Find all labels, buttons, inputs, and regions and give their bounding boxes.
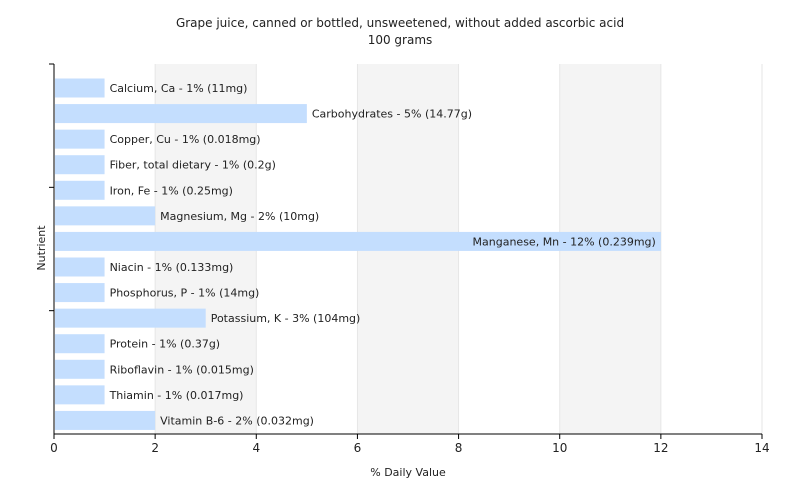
bar bbox=[55, 206, 156, 226]
bar bbox=[55, 129, 105, 149]
bars: Calcium, Ca - 1% (11mg) Carbohydrates - 5… bbox=[55, 78, 661, 430]
x-tick-label: 6 bbox=[354, 441, 362, 455]
bar bbox=[55, 78, 105, 98]
chart-subtitle: 100 grams bbox=[368, 33, 433, 47]
bar-data-label: Calcium, Ca - 1% (11mg) bbox=[110, 82, 248, 95]
x-tick-label: 8 bbox=[455, 441, 463, 455]
bar-data-label: Protein - 1% (0.37g) bbox=[110, 338, 221, 351]
bar-data-label: Phosphorus, P - 1% (14mg) bbox=[110, 287, 260, 300]
bar-data-label: Riboflavin - 1% (0.015mg) bbox=[110, 363, 254, 376]
bar-data-label: Copper, Cu - 1% (0.018mg) bbox=[110, 133, 261, 146]
bar-data-label: Fiber, total dietary - 1% (0.2g) bbox=[110, 159, 276, 172]
y-axis-label: Nutrient bbox=[35, 225, 48, 271]
bar bbox=[55, 308, 206, 328]
plot-band bbox=[660, 64, 762, 434]
x-tick-label: 12 bbox=[653, 441, 668, 455]
bar-data-label: Thiamin - 1% (0.017mg) bbox=[109, 389, 244, 402]
x-tick-label: 2 bbox=[151, 441, 159, 455]
bar bbox=[55, 410, 156, 430]
bar-data-label: Magnesium, Mg - 2% (10mg) bbox=[160, 210, 319, 223]
x-axis-ticks: 0 2 4 6 8 10 12 14 bbox=[50, 434, 770, 455]
bar-data-label: Niacin - 1% (0.133mg) bbox=[110, 261, 234, 274]
bar bbox=[55, 283, 105, 303]
x-tick-label: 10 bbox=[552, 441, 567, 455]
x-axis-label: % Daily Value bbox=[370, 466, 446, 479]
bar bbox=[55, 155, 105, 175]
bar bbox=[55, 104, 307, 124]
x-tick-label: 0 bbox=[50, 441, 58, 455]
bar-data-label: Carbohydrates - 5% (14.77g) bbox=[312, 108, 472, 121]
bar bbox=[55, 180, 105, 200]
x-tick-label: 4 bbox=[252, 441, 260, 455]
axes bbox=[49, 63, 762, 435]
bar-data-label: Iron, Fe - 1% (0.25mg) bbox=[110, 184, 233, 197]
bar-data-label: Potassium, K - 3% (104mg) bbox=[211, 312, 361, 325]
x-tick-label: 14 bbox=[754, 441, 769, 455]
bar bbox=[55, 359, 105, 379]
chart-title: Grape juice, canned or bottled, unsweete… bbox=[176, 16, 624, 30]
bar bbox=[55, 257, 105, 277]
bar bbox=[55, 231, 661, 251]
bar-data-label: Vitamin B-6 - 2% (0.032mg) bbox=[160, 414, 314, 427]
bar-data-label: Manganese, Mn - 12% (0.239mg) bbox=[473, 235, 656, 248]
bar bbox=[55, 334, 105, 354]
bar bbox=[55, 385, 105, 405]
